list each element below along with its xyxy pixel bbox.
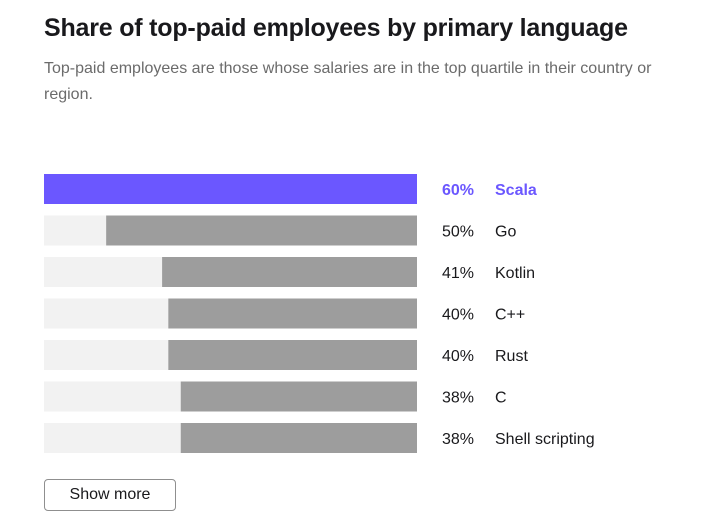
category-label: Go: [495, 224, 516, 241]
value-label: 40%: [442, 307, 474, 324]
category-label: C++: [495, 307, 525, 324]
bar-shell-scripting: [180, 423, 417, 453]
bar-c-: [168, 298, 417, 329]
category-label: Rust: [495, 348, 528, 365]
chart-subtitle: Top-paid employees are those whose salar…: [44, 60, 652, 103]
bar-c: [180, 381, 417, 412]
value-label: 60%: [442, 182, 474, 199]
bar-chart: 60% Scala 50% Go 41% Kotlin 40% C++ 40% Rust 38% C 3…: [44, 174, 595, 453]
bar-rust: [168, 340, 417, 370]
category-label: Shell scripting: [495, 431, 595, 448]
chart-title: Share of top-paid employees by primary l…: [44, 14, 628, 42]
show-more-button[interactable]: Show more: [44, 479, 176, 511]
value-label: 38%: [442, 431, 474, 448]
bar-scala: [44, 174, 417, 204]
bar-kotlin: [162, 257, 417, 287]
value-label: 38%: [442, 390, 474, 407]
value-label: 41%: [442, 265, 474, 282]
category-label: C: [495, 390, 507, 407]
category-label: Kotlin: [495, 265, 535, 282]
value-label: 40%: [442, 348, 474, 365]
category-label: Scala: [495, 182, 537, 199]
value-label: 50%: [442, 224, 474, 241]
bar-go: [106, 215, 418, 246]
